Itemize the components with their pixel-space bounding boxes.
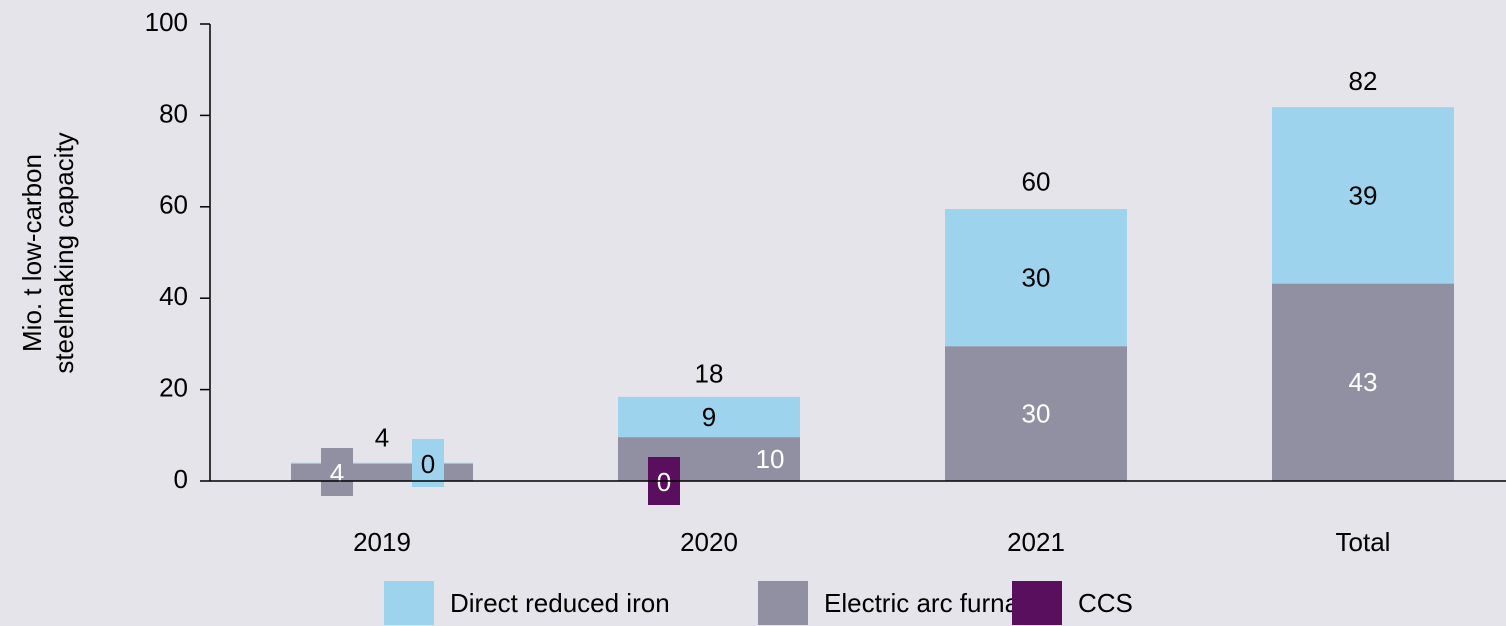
x-tick-label: 2020	[680, 527, 738, 557]
bar-segment	[618, 396, 800, 438]
x-tick-label: Total	[1336, 527, 1391, 557]
x-tick-label: 2021	[1007, 527, 1065, 557]
y-tick-label: 0	[174, 464, 188, 494]
total-label: 82	[1349, 66, 1378, 96]
value-label: 30	[1022, 263, 1051, 293]
legend-label: Direct reduced iron	[450, 588, 670, 618]
bar-segment	[945, 346, 1127, 481]
value-label: 10	[756, 444, 785, 474]
value-label: 9	[702, 402, 716, 432]
value-label: 30	[1022, 398, 1051, 428]
value-label: 0	[657, 467, 671, 497]
legend-swatch	[758, 581, 808, 625]
bar-segment	[291, 462, 473, 464]
total-label: 60	[1022, 167, 1051, 197]
y-tick-label: 20	[159, 372, 188, 402]
bar-segment	[1272, 107, 1454, 284]
y-tick-label: 100	[145, 7, 188, 37]
x-tick-label: 2019	[353, 527, 411, 557]
y-axis-label-line: steelmaking capacity	[49, 132, 79, 373]
value-label: 43	[1349, 367, 1378, 397]
total-label: 18	[695, 359, 724, 389]
total-label: 4	[375, 423, 389, 453]
legend-swatch	[1012, 581, 1062, 625]
legend-swatch	[384, 581, 434, 625]
y-tick-label: 80	[159, 98, 188, 128]
bar-segment	[945, 209, 1127, 347]
y-tick-label: 40	[159, 281, 188, 311]
bar-segment	[291, 463, 473, 481]
value-label: 0	[421, 449, 435, 479]
legend-label: CCS	[1078, 588, 1133, 618]
bar-segment	[1272, 283, 1454, 481]
value-label: 39	[1349, 180, 1378, 210]
y-tick-label: 60	[159, 190, 188, 220]
label-box	[412, 439, 444, 487]
y-axis-label-line: Mio. t low-carbon	[17, 154, 47, 352]
y-axis-label: Mio. t low-carbonsteelmaking capacity	[17, 132, 79, 373]
value-label: 4	[330, 458, 344, 488]
label-box	[321, 448, 353, 496]
